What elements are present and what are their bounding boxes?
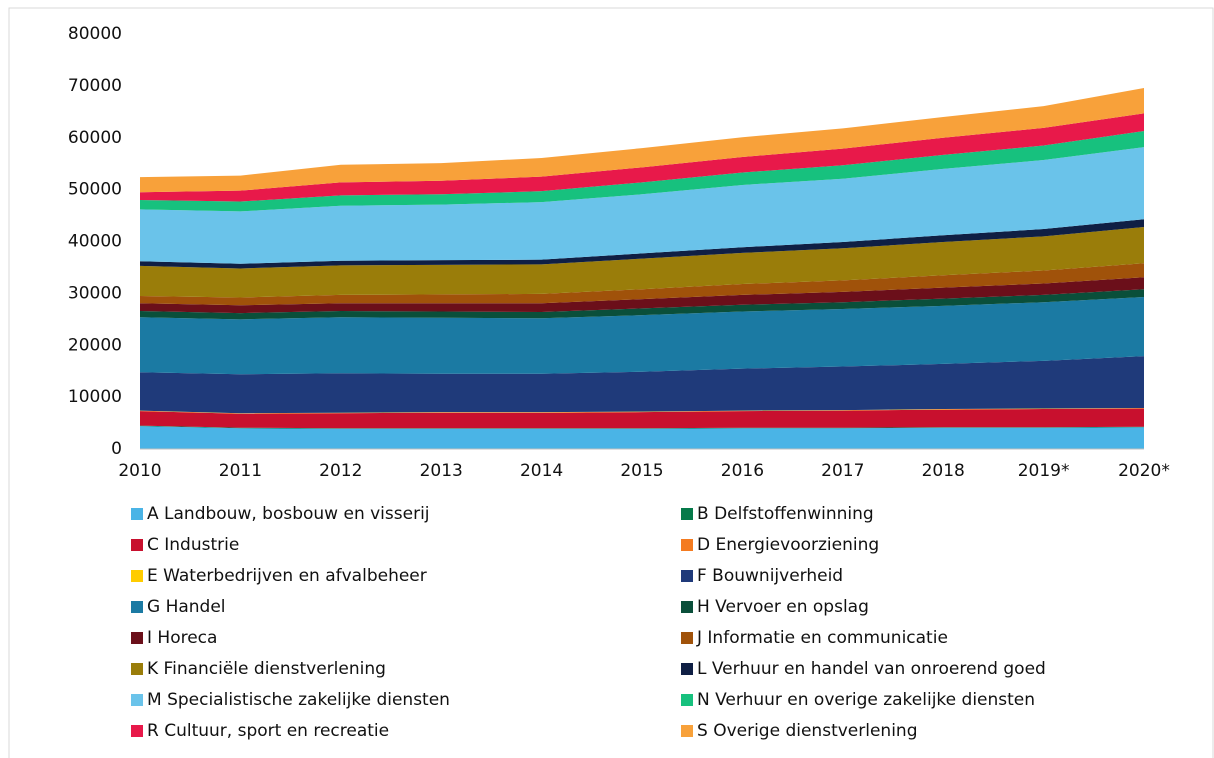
legend-swatch — [681, 570, 693, 582]
legend-swatch — [131, 632, 143, 644]
y-tick-label: 50000 — [68, 180, 122, 200]
area — [140, 113, 1144, 202]
legend-label: F Bouwnijverheid — [697, 566, 843, 586]
legend-swatch — [131, 508, 143, 520]
area — [140, 408, 1144, 429]
legend-swatch — [681, 601, 693, 613]
legend-label: K Financiële dienstverlening — [147, 659, 386, 679]
legend-label: S Overige dienstverlening — [697, 721, 918, 741]
x-tick-label: 2018 — [922, 461, 965, 481]
legend-label: J Informatie en communicatie — [696, 628, 948, 648]
y-tick-label: 60000 — [68, 128, 122, 148]
legend-swatch — [131, 601, 143, 613]
area — [140, 356, 1144, 414]
area — [140, 425, 1144, 429]
legend-swatch — [681, 663, 693, 675]
x-tick-label: 2017 — [821, 461, 864, 481]
legend-swatch — [131, 570, 143, 582]
x-tick-label: 2020* — [1118, 461, 1170, 481]
area — [140, 289, 1144, 320]
legend-label: E Waterbedrijven en afvalbeheer — [147, 566, 427, 586]
x-tick-label: 2012 — [319, 461, 362, 481]
legend-swatch — [681, 725, 693, 737]
legend-label: C Industrie — [147, 535, 239, 555]
y-tick-label: 10000 — [68, 387, 122, 407]
area — [140, 426, 1144, 449]
legend-swatch — [681, 632, 693, 644]
area — [140, 147, 1144, 264]
legend-swatch — [131, 694, 143, 706]
legend-swatch — [131, 539, 143, 551]
y-tick-label: 30000 — [68, 283, 122, 303]
y-tick-label: 70000 — [68, 76, 122, 96]
legend-swatch — [681, 539, 693, 551]
legend-swatch — [131, 725, 143, 737]
legend-label: R Cultuur, sport en recreatie — [147, 721, 389, 741]
area — [140, 408, 1144, 414]
legend-label: M Specialistische zakelijke diensten — [147, 690, 450, 710]
legend-label: D Energievoorziening — [697, 535, 879, 555]
chart-frame — [8, 7, 1214, 758]
area — [140, 131, 1144, 212]
y-tick-label: 80000 — [68, 24, 122, 44]
legend-label: H Vervoer en opslag — [697, 597, 869, 617]
legend-label: G Handel — [147, 597, 226, 617]
legend-label: N Verhuur en overige zakelijke diensten — [697, 690, 1035, 710]
x-tick-label: 2019* — [1018, 461, 1070, 481]
legend-label: L Verhuur en handel van onroerend goed — [697, 659, 1046, 679]
x-tick-label: 2013 — [420, 461, 463, 481]
area — [140, 87, 1144, 193]
legend-label: A Landbouw, bosbouw en visserij — [147, 504, 430, 524]
legend-label: I Horeca — [147, 628, 217, 648]
legend-swatch — [681, 694, 693, 706]
area — [140, 408, 1144, 414]
area — [140, 297, 1144, 375]
area — [140, 277, 1144, 314]
x-tick-label: 2016 — [721, 461, 764, 481]
x-tick-label: 2011 — [219, 461, 262, 481]
area — [140, 226, 1144, 298]
legend-swatch — [131, 663, 143, 675]
x-tick-label: 2014 — [520, 461, 563, 481]
y-tick-label: 0 — [111, 439, 122, 459]
area — [140, 263, 1144, 306]
area — [140, 219, 1144, 269]
legend-label: B Delfstoffenwinning — [697, 504, 874, 524]
x-tick-label: 2010 — [118, 461, 161, 481]
y-tick-label: 20000 — [68, 335, 122, 355]
y-tick-label: 40000 — [68, 232, 122, 252]
legend-swatch — [681, 508, 693, 520]
x-tick-label: 2015 — [620, 461, 663, 481]
